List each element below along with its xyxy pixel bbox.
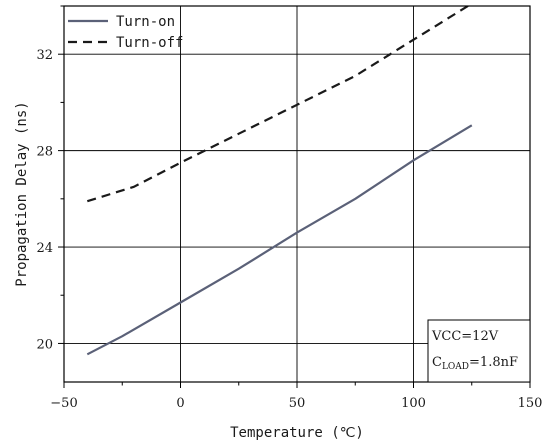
legend: Turn-on Turn-off [68,14,183,51]
x-tick-label: −50 [50,396,77,411]
load-cap-subscript: LOAD [442,362,469,372]
x-axis-title: Temperature (℃) [230,425,364,441]
load-cap-symbol: C [432,355,442,370]
vcc-note: VCC=12V [431,329,499,344]
legend-label-turn-off: Turn-off [116,35,183,51]
y-tick-label: 20 [36,337,53,352]
series-line-turn-off [86,6,471,203]
load-capacitance-note: CLOAD=1.8nF [432,355,518,372]
test-condition-box: VCC=12V CLOAD=1.8nF [427,319,531,383]
y-tick-label: 24 [36,241,53,256]
y-axis-title: Propagation Delay (ns) [14,101,30,286]
y-tick-label: 28 [36,145,53,160]
x-tick-label: 0 [176,396,184,411]
x-tick-label: 50 [289,396,306,411]
grid-lines [64,6,530,382]
legend-label-turn-on: Turn-on [116,14,175,30]
y-tick-label: 32 [36,48,53,63]
series-lines [86,6,473,356]
load-cap-value: =1.8nF [469,355,518,370]
test-condition-frame [427,319,531,383]
series-line-turn-on [86,124,473,356]
x-tick-label: 100 [401,396,426,411]
axis-ticks: −50 0 50 100 150 20 24 28 32 [36,5,543,411]
x-tick-label: 150 [518,396,543,411]
